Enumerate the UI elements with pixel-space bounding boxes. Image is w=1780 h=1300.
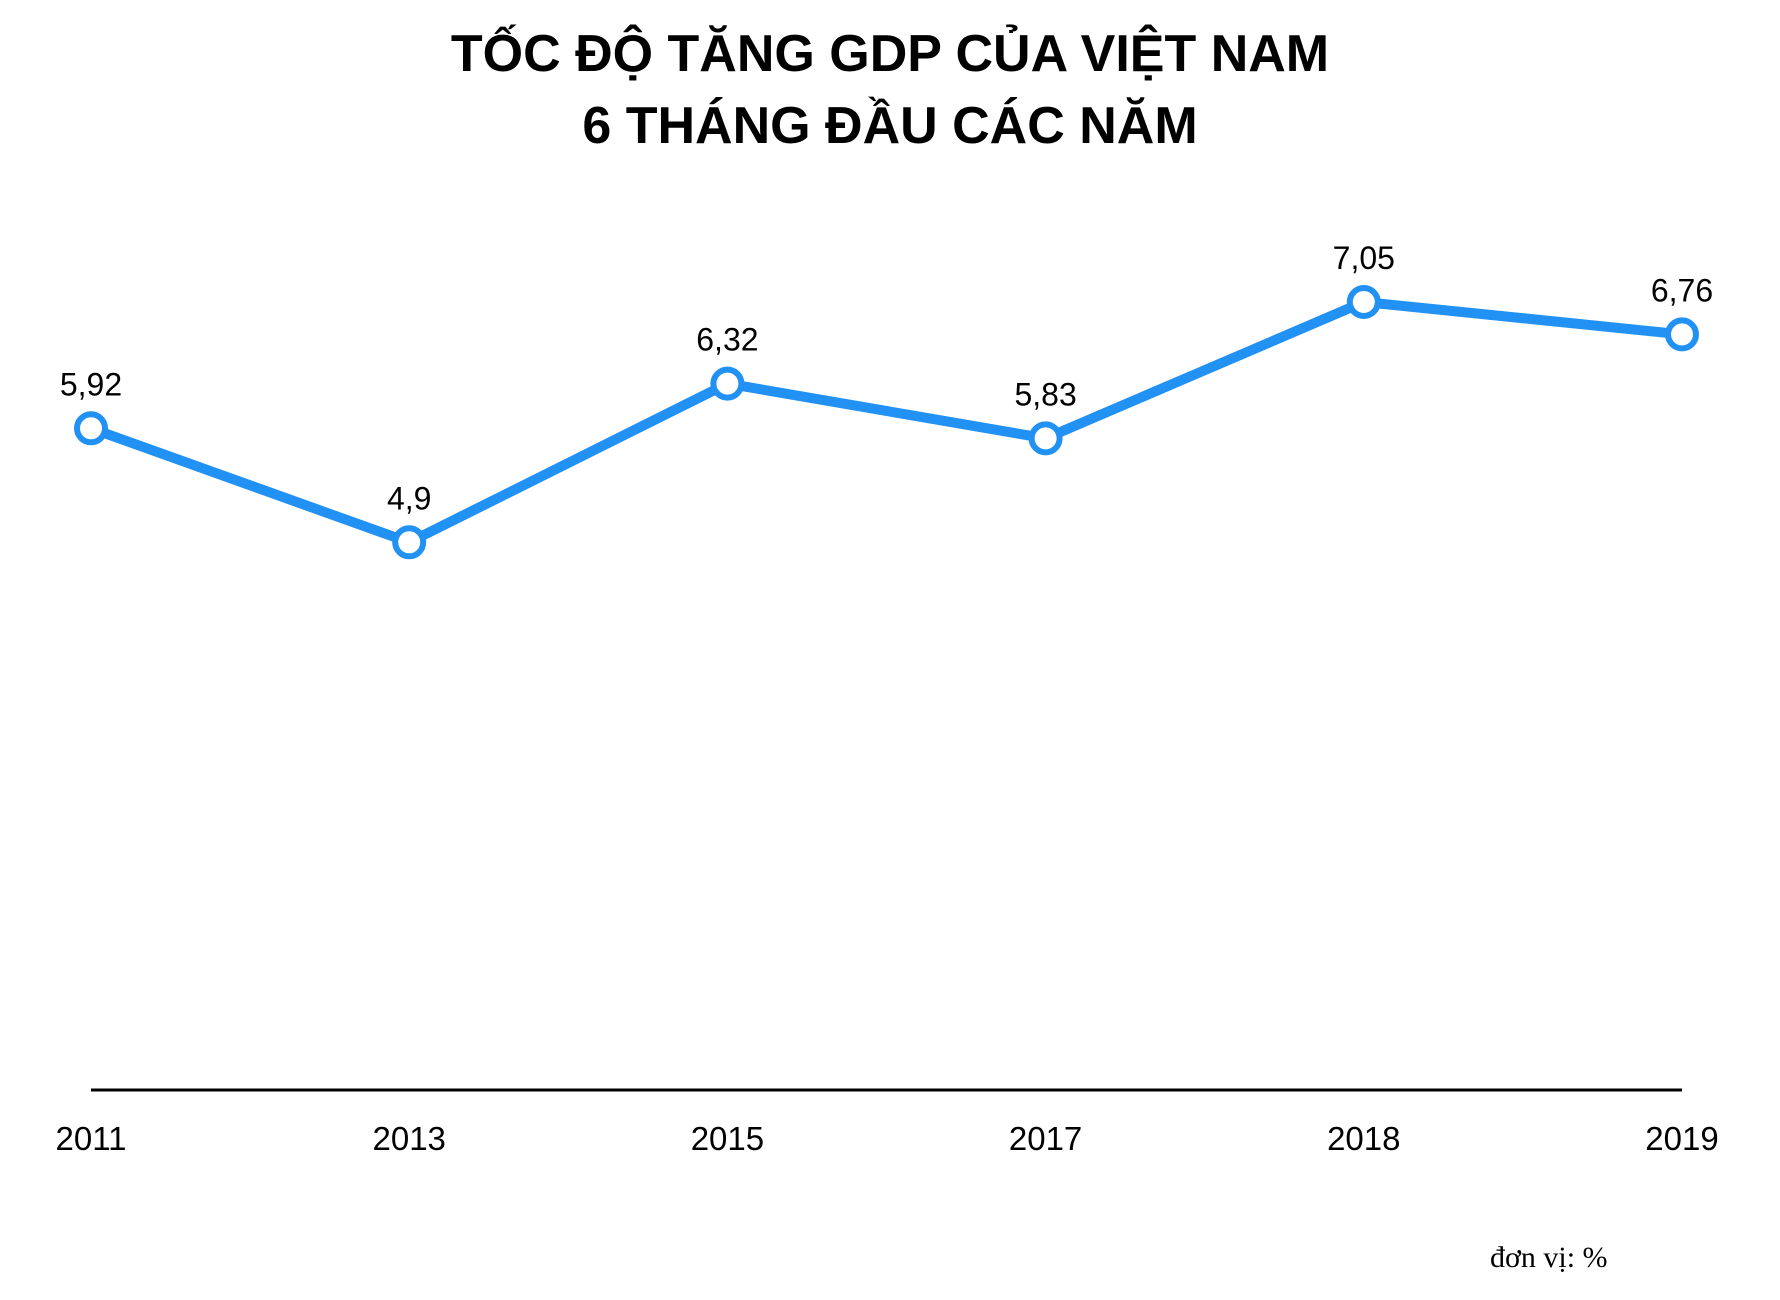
data-point-2011 xyxy=(74,411,108,446)
data-point-2017 xyxy=(1028,421,1063,456)
data-label-2013: 4,9 xyxy=(387,480,431,516)
data-point-2013 xyxy=(392,525,427,560)
data-label-group: 5,92 4,9 6,32 5,83 7,05 6,76 xyxy=(60,240,1713,516)
data-point-2015 xyxy=(710,366,745,401)
chart-title-line-2: 6 THÁNG ĐẦU CÁC NĂM xyxy=(582,97,1198,155)
x-tick-label-2017: 2017 xyxy=(1009,1120,1082,1157)
marker-group xyxy=(74,285,1699,560)
series-line xyxy=(86,297,1687,548)
x-tick-label-2019: 2019 xyxy=(1645,1120,1718,1157)
data-point-2019 xyxy=(1665,317,1699,352)
x-tick-label-group: 2011 2013 2015 2017 2018 2019 xyxy=(56,1120,1719,1157)
chart-title-line-1: TỐC ĐỘ TĂNG GDP CỦA VIỆT NAM xyxy=(450,25,1330,83)
x-tick-label-2015: 2015 xyxy=(691,1120,764,1157)
data-point-2018 xyxy=(1346,285,1381,319)
x-tick-label-2013: 2013 xyxy=(372,1120,445,1157)
x-tick-label-2018: 2018 xyxy=(1327,1120,1400,1157)
data-label-2015: 6,32 xyxy=(696,322,758,358)
data-label-2011: 5,92 xyxy=(60,366,122,402)
data-label-2019: 6,76 xyxy=(1651,272,1713,308)
data-label-2018: 7,05 xyxy=(1333,240,1395,276)
x-tick-label-2011: 2011 xyxy=(56,1120,127,1157)
data-label-2017: 5,83 xyxy=(1014,376,1076,412)
unit-note: đơn vị: % xyxy=(1490,1241,1608,1274)
